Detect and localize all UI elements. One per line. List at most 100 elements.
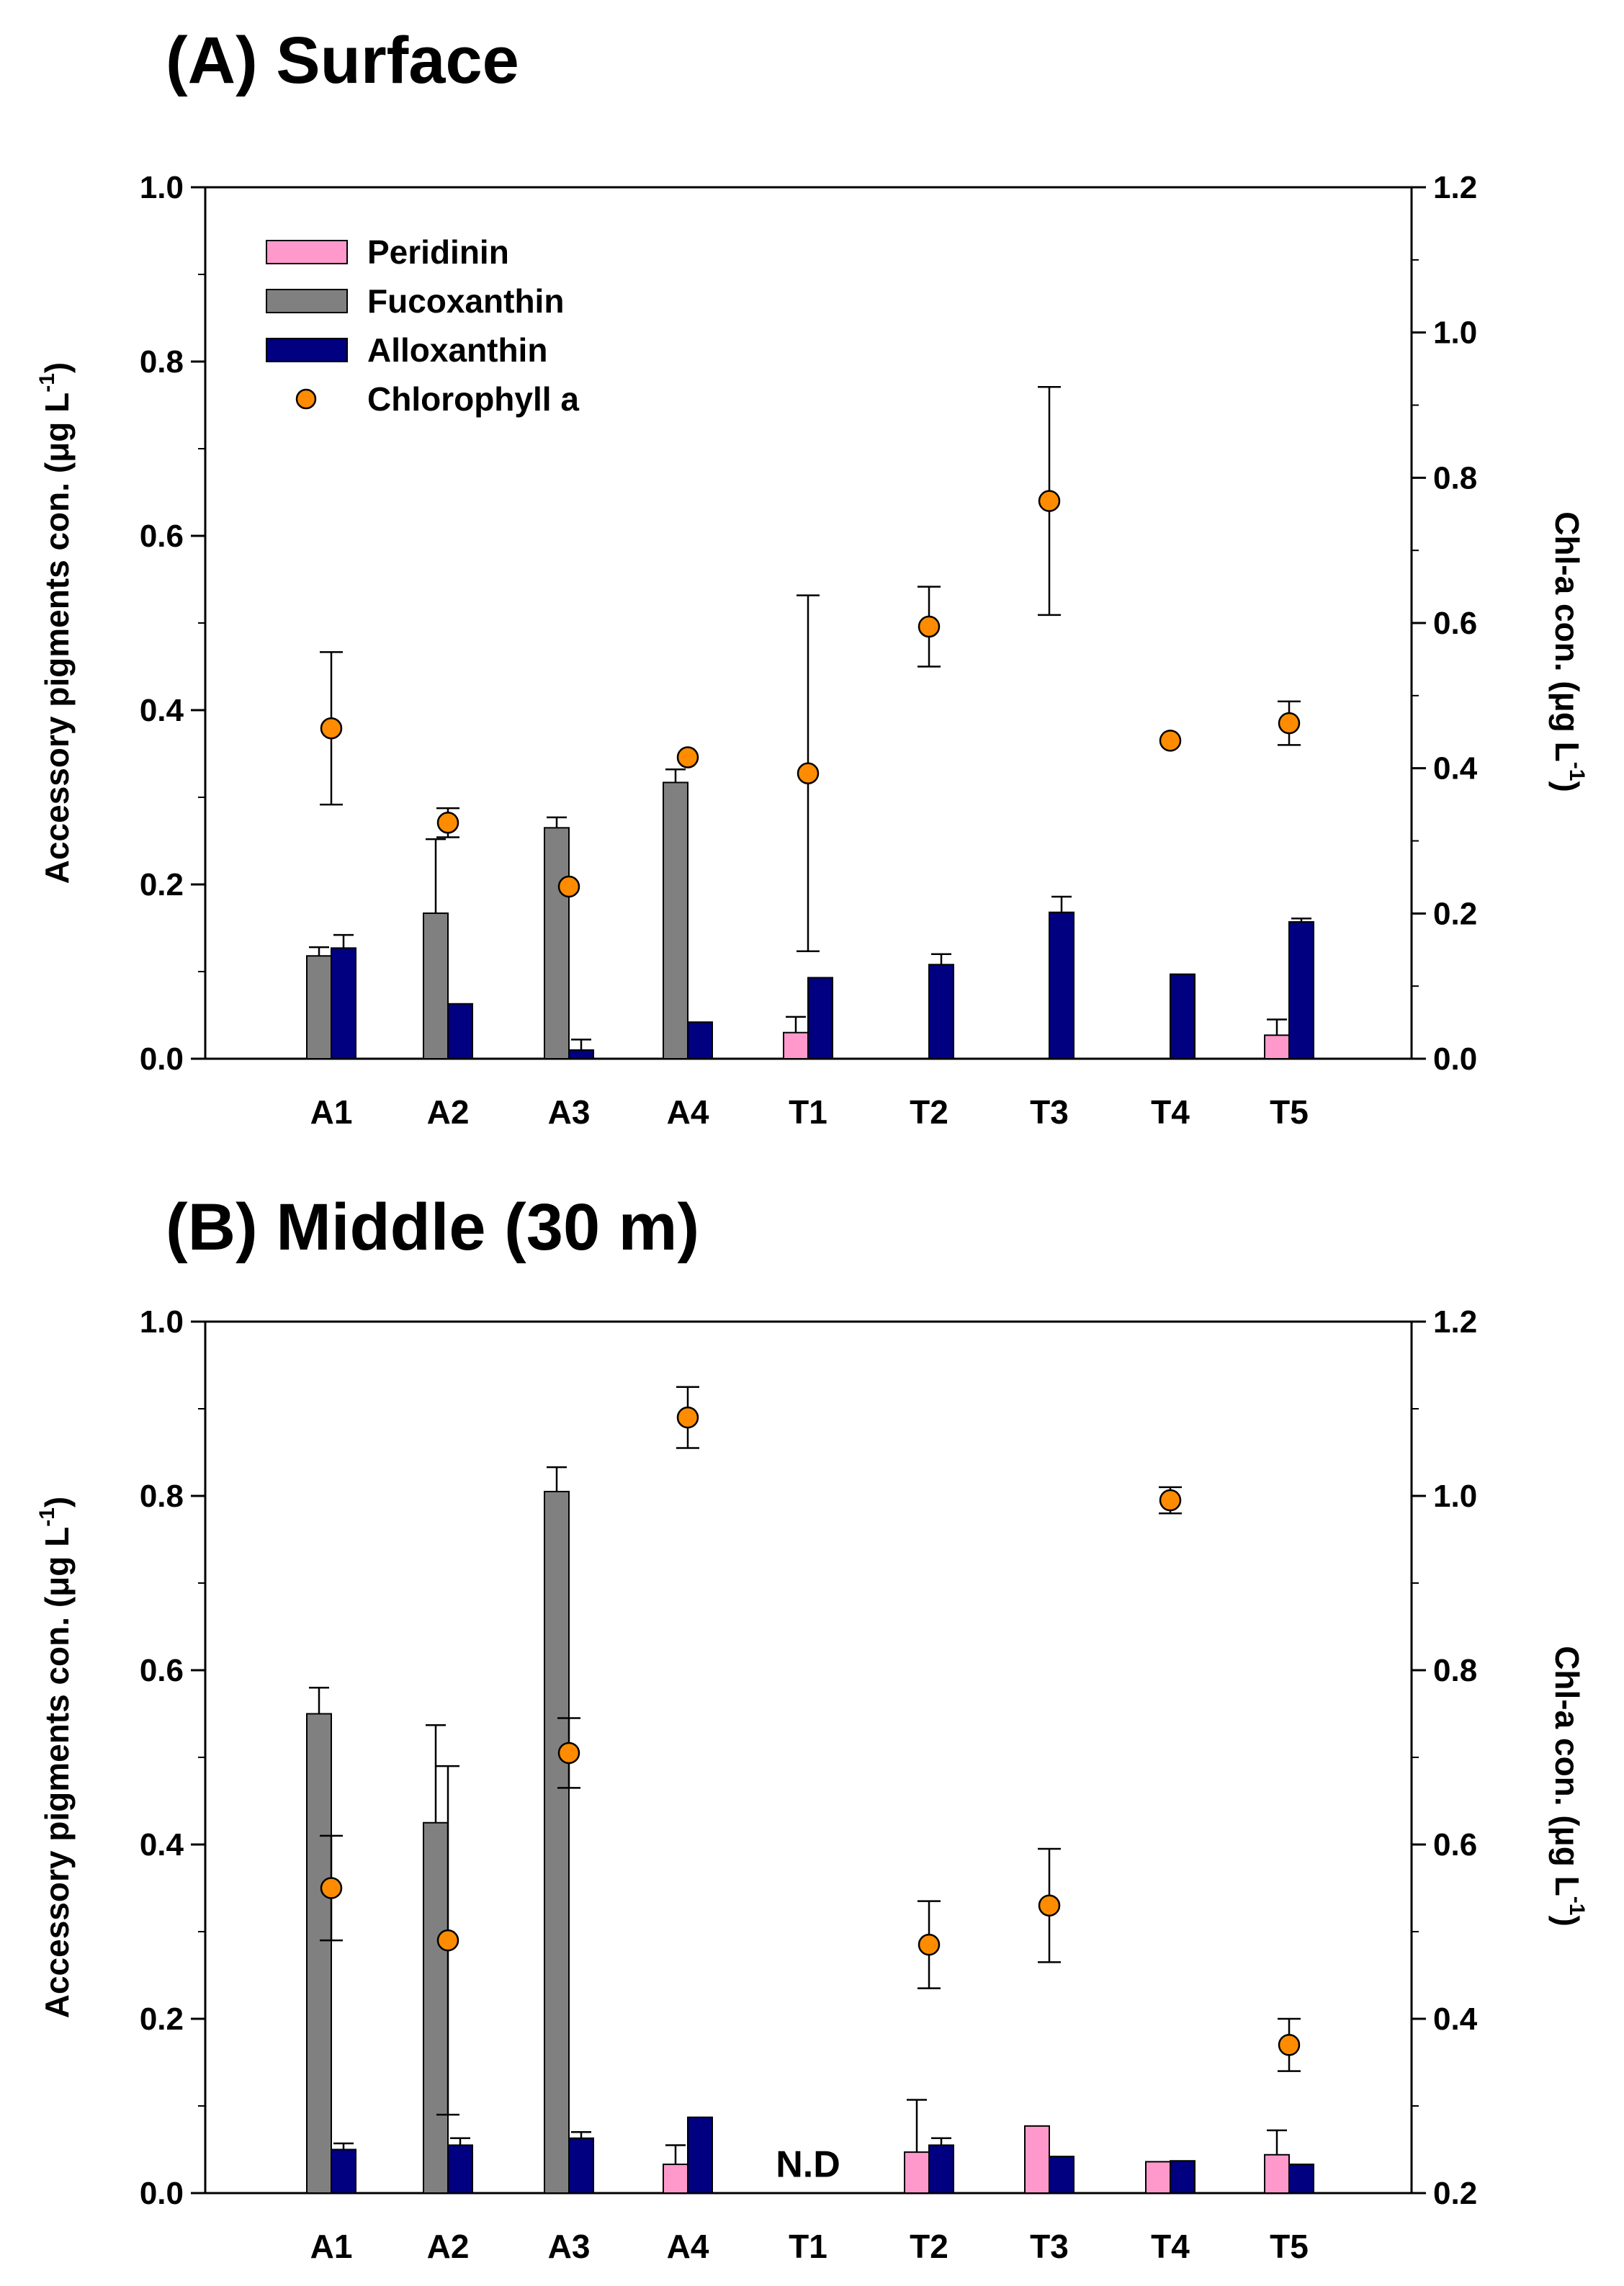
right-tick-label: 0.2 — [1433, 2176, 1477, 2211]
bar-alloxanthin-t5 — [1288, 2164, 1314, 2195]
left-axis-label: Accessory pigments con. (μg L-1) — [35, 362, 76, 884]
left-tick-label: 0.2 — [140, 2002, 184, 2037]
bar-fucoxanthin-a2 — [423, 912, 449, 1060]
left-tick-label: 0.8 — [140, 344, 184, 380]
bar-alloxanthin-a3 — [568, 2137, 594, 2195]
legend-label-peridinin: Peridinin — [367, 233, 509, 271]
right-axis-label-sup: -1 — [1565, 1896, 1589, 1916]
right-tick-label: 0.8 — [1433, 1653, 1477, 1688]
bar-peridinin-t1 — [783, 1031, 809, 1059]
right-axis-label: Chl-a con. (μg L-1) — [1548, 1646, 1589, 1927]
chart-panel-middle: (B) Middle (30 m) 0.0 0.2 0.4 0.6 0.8 1.0 0.2 0.… — [35, 1191, 1589, 2265]
left-axis-label-close: ) — [38, 1497, 76, 1507]
category-label-a3: A3 — [548, 2228, 591, 2265]
panel-title: (B) Middle (30 m) — [166, 1191, 699, 1264]
left-axis-label-main: Accessory pigments con. (μg L — [38, 393, 76, 884]
chl-point-t2 — [918, 1933, 941, 1956]
chl-point-a2 — [436, 812, 459, 834]
legend-label-alloxanthin: Alloxanthin — [367, 331, 547, 369]
bar-alloxanthin-t2 — [928, 2144, 954, 2194]
bar-fucoxanthin-a4 — [663, 781, 688, 1060]
bar-peridinin-t4 — [1145, 2161, 1171, 2194]
category-label-t3: T3 — [1030, 2228, 1069, 2265]
right-axis-label-main: Chl-a con. (μg L — [1548, 511, 1586, 762]
legend-swatch-fucoxanthin — [266, 289, 348, 313]
right-axis-label-main: Chl-a con. (μg L — [1548, 1646, 1586, 1896]
legend-label-fucoxanthin: Fucoxanthin — [367, 282, 564, 320]
category-label-t2: T2 — [910, 2228, 948, 2265]
chl-point-a2 — [436, 1929, 459, 1952]
category-label-a4: A4 — [667, 1093, 709, 1131]
right-tick-label: 0.4 — [1433, 751, 1478, 786]
legend: Peridinin Fucoxanthin Alloxanthin Chlorophy… — [266, 233, 579, 418]
left-tick-label: 1.0 — [140, 1304, 184, 1340]
category-label-a2: A2 — [427, 2228, 470, 2265]
bar-alloxanthin-a2 — [447, 2144, 473, 2194]
bar-peridinin-t2 — [904, 2151, 930, 2194]
bar-alloxanthin-a1 — [331, 2148, 356, 2194]
left-axis-label-sup: -1 — [35, 1507, 59, 1527]
category-label-t3: T3 — [1030, 1093, 1069, 1131]
chl-point-a4 — [676, 1406, 699, 1429]
bar-alloxanthin-a4 — [687, 2116, 713, 2194]
chl-point-t4 — [1159, 1489, 1182, 1512]
chl-point-t4 — [1159, 730, 1182, 752]
right-tick-label: 0.0 — [1433, 1041, 1477, 1077]
left-axis-label-sup: -1 — [35, 373, 59, 393]
chl-point-a1 — [320, 717, 343, 740]
left-tick-label: 0.2 — [140, 867, 184, 902]
category-label-a1: A1 — [310, 1093, 353, 1131]
left-tick-label: 1.0 — [140, 170, 184, 205]
chl-point-t3 — [1038, 1894, 1061, 1917]
right-tick-label: 0.8 — [1433, 460, 1477, 496]
category-label-a2: A2 — [427, 1093, 470, 1131]
chart-panel-surface: (A) Surface 0.0 0.2 0.4 0.6 0.8 1.0 0.0 0.2 0.4 0.… — [35, 24, 1589, 1131]
left-axis-label-close: ) — [38, 362, 76, 373]
category-label-a3: A3 — [548, 1093, 591, 1131]
chl-point-t1 — [797, 762, 820, 784]
panel-title: (A) Surface — [166, 24, 519, 97]
chl-point-t5 — [1278, 712, 1301, 735]
bar-alloxanthin-t5 — [1288, 921, 1314, 1060]
right-tick-label: 0.6 — [1433, 1827, 1477, 1863]
right-tick-label: 0.4 — [1433, 2002, 1478, 2037]
not-detected-note: N.D — [776, 2144, 840, 2186]
bar-alloxanthin-t3 — [1049, 2156, 1075, 2194]
left-tick-label: 0.0 — [140, 1041, 184, 1077]
bar-alloxanthin-t4 — [1170, 2160, 1195, 2194]
bar-fucoxanthin-a3 — [544, 827, 570, 1059]
left-tick-label: 0.4 — [140, 1827, 184, 1863]
right-axis-label-sup: -1 — [1565, 762, 1589, 781]
bar-alloxanthin-t4 — [1170, 973, 1195, 1060]
bar-alloxanthin-t3 — [1049, 911, 1075, 1059]
bar-fucoxanthin-a1 — [306, 955, 332, 1059]
left-tick-label: 0.6 — [140, 1653, 184, 1688]
bar-peridinin-t5 — [1264, 1034, 1290, 1059]
chl-point-a3 — [557, 1742, 580, 1765]
bar-alloxanthin-a1 — [331, 947, 356, 1059]
right-tick-label: 1.2 — [1433, 170, 1477, 205]
plot-frame — [204, 1320, 1413, 2195]
right-tick-label: 1.0 — [1433, 1479, 1477, 1514]
bar-alloxanthin-t1 — [807, 977, 833, 1059]
category-label-t1: T1 — [789, 1093, 827, 1131]
left-axis-label: Accessory pigments con. (μg L-1) — [35, 1497, 76, 2019]
bar-fucoxanthin-a2 — [423, 1821, 449, 2194]
legend-swatch-peridinin — [266, 240, 348, 264]
bar-peridinin-a4 — [663, 2164, 688, 2195]
legend-swatch-alloxanthin — [266, 338, 348, 362]
category-label-t4: T4 — [1151, 1093, 1190, 1131]
left-axis-label-main: Accessory pigments con. (μg L — [38, 1527, 76, 2019]
right-axis-label: Chl-a con. (μg L-1) — [1548, 511, 1589, 792]
category-label-t1: T1 — [789, 2228, 827, 2265]
left-tick-label: 0.0 — [140, 2176, 184, 2211]
bar-alloxanthin-a3 — [568, 1049, 594, 1060]
chl-point-t2 — [918, 615, 941, 638]
left-tick-label: 0.4 — [140, 693, 184, 728]
bar-fucoxanthin-a1 — [306, 1713, 332, 2194]
right-axis-label-close: ) — [1548, 1915, 1586, 1926]
bar-alloxanthin-a4 — [687, 1021, 713, 1060]
legend-label-chlorophyll-a: Chlorophyll a — [367, 380, 579, 418]
bar-alloxanthin-a2 — [447, 1003, 473, 1060]
